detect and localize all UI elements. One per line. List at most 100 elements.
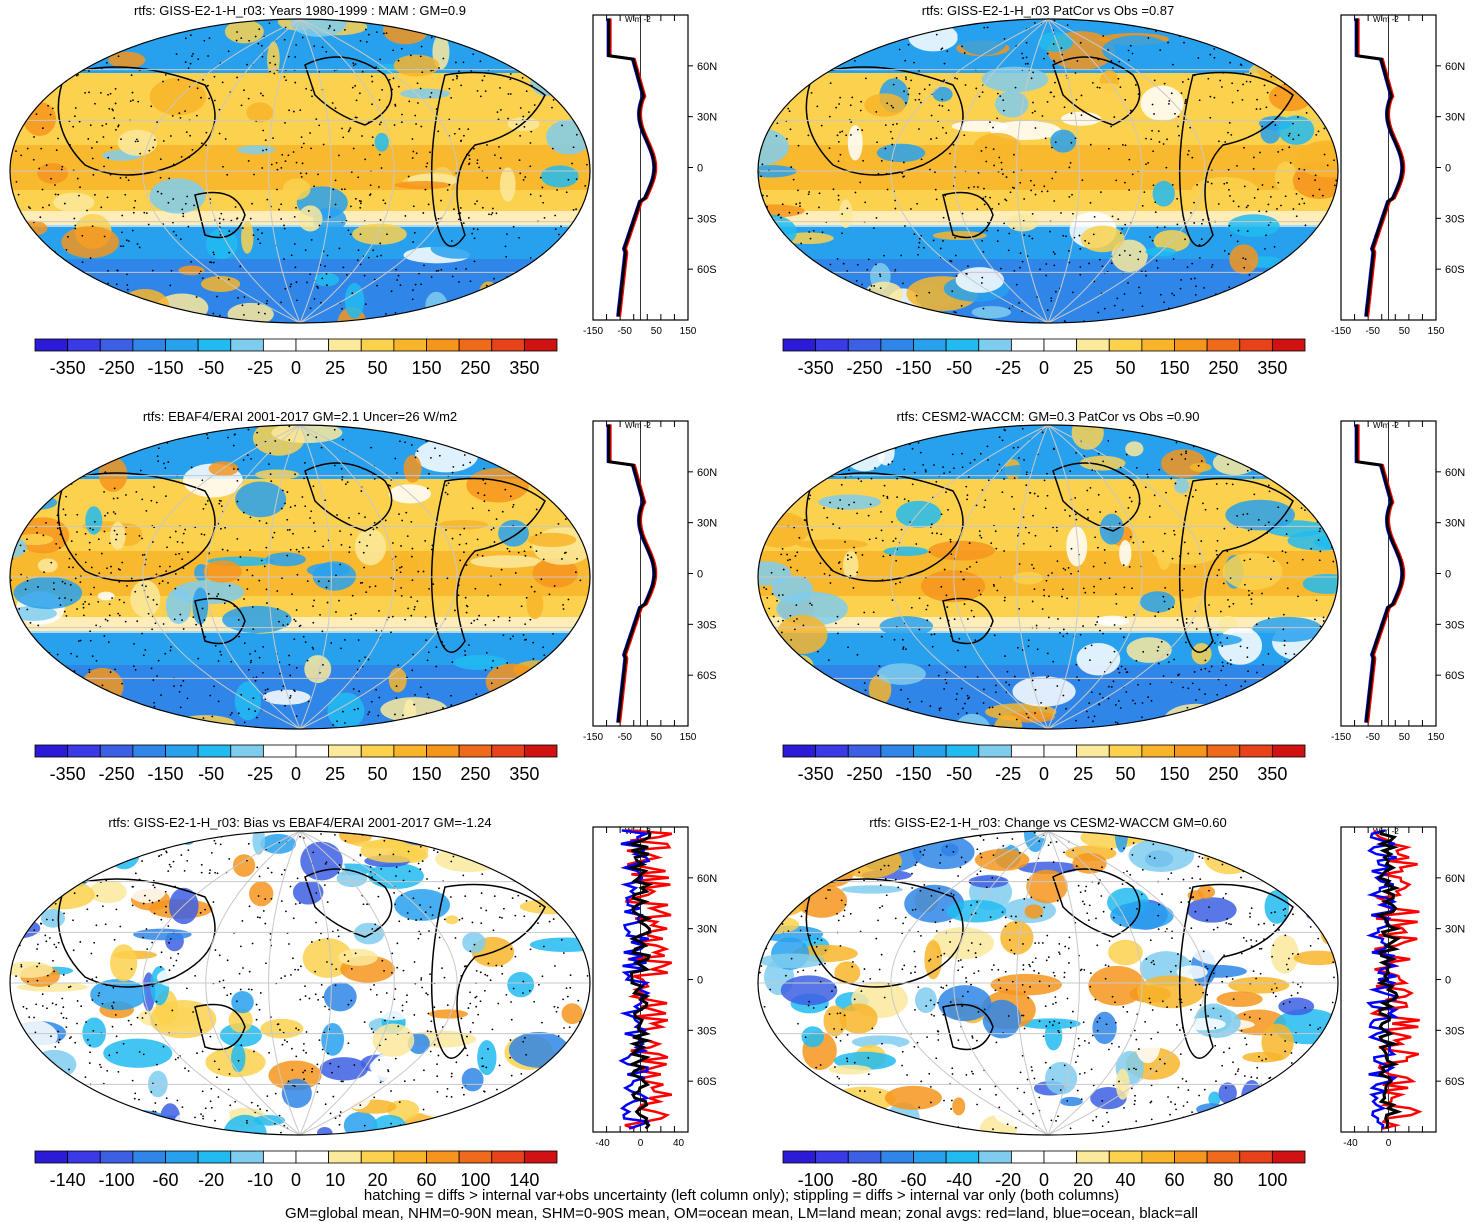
colorbar-label: -50 [946,358,972,378]
colorbar-label: 350 [1257,764,1287,784]
footer-note-2: GM=global mean, NHM=0-90N mean, SHM=0-90… [0,1205,1483,1222]
colorbar-swatch [1142,745,1175,757]
latitude-label: 30S [1445,1025,1465,1037]
latitude-label: 30S [1445,619,1465,631]
colorbar-swatch [166,1151,199,1163]
colorbar-label: -350 [50,358,86,378]
colorbar-swatch [427,745,460,757]
colorbar-swatch [1109,1151,1142,1163]
colorbar-swatch [394,339,427,351]
colorbar-label: 250 [460,764,490,784]
latitude-label: 60S [697,1076,717,1088]
colorbar-swatch [394,745,427,757]
colorbar-swatch [166,745,199,757]
colorbar-label: 0 [1039,358,1049,378]
colorbar-label: -350 [50,764,86,784]
colorbar-swatch [459,339,492,351]
latitude-label: 30N [1445,924,1465,936]
colorbar-swatch [35,339,68,351]
zonal-tick-label: 0 [1386,1138,1392,1149]
colorbar-swatch [914,1151,947,1163]
colorbar-swatch [459,1151,492,1163]
colorbar-swatch [1044,1151,1077,1163]
colorbar-swatch [881,1151,914,1163]
colorbar-swatch [1109,745,1142,757]
zonal-tick-label: 50 [1399,732,1411,743]
global-map [5,421,595,731]
units-label: W m -2 [1373,421,1399,430]
latitude-label: 30S [697,619,717,631]
colorbar-label: 25 [1073,358,1093,378]
latitude-label: 30N [1445,112,1465,124]
latitude-label: 0 [1445,975,1451,987]
colorbar-swatch [783,745,816,757]
zonal-tick-label: -50 [617,732,632,743]
colorbar-swatch [68,745,101,757]
colorbar-swatch [1175,745,1208,757]
units-label: W m -2 [625,421,651,430]
latitude-label: 30N [697,112,717,124]
colorbar-swatch [166,339,199,351]
zonal-tick-label: 150 [1428,732,1445,743]
latitude-label: 60N [1445,467,1465,479]
colorbar-label: -350 [798,764,834,784]
latitude-label: 60N [1445,873,1465,885]
colorbar-swatch [946,1151,979,1163]
colorbar-label: -150 [147,764,183,784]
global-map [753,421,1343,731]
colorbar-label: 250 [460,358,490,378]
colorbar-label: 50 [368,358,388,378]
zonal-tick-label: -50 [1365,732,1380,743]
global-map [5,827,595,1137]
global-map [753,827,1343,1137]
colorbar-label: -25 [995,358,1021,378]
colorbar-swatch [1207,339,1240,351]
colorbar-label: 350 [509,358,539,378]
colorbar-label: -50 [198,764,224,784]
colorbar-label: -150 [895,764,931,784]
colorbar-swatch [263,339,296,351]
latitude-label: 60N [697,467,717,479]
colorbar-swatch [133,745,166,757]
colorbar-swatch [231,745,264,757]
colorbar-swatch [783,339,816,351]
colorbar-swatch [1044,339,1077,351]
zonal-tick-label: -50 [1365,326,1380,337]
latitude-label: 60S [1445,670,1465,682]
colorbar-swatch [1142,339,1175,351]
colorbar-swatch [100,745,133,757]
latitude-label: 60S [1445,264,1465,276]
colorbar-swatch [492,339,525,351]
colorbar-swatch [100,1151,133,1163]
colorbar-label: -150 [147,358,183,378]
colorbar-label: 0 [291,764,301,784]
colorbar-label: 50 [1116,358,1136,378]
panel-2: rtfs: GISS-E2-1-H_r03 PatCor vs Obs =0.8… [748,0,1483,400]
colorbar-swatch [231,1151,264,1163]
latitude-label: 30N [697,924,717,936]
colorbar-label: 350 [1257,358,1287,378]
colorbar-label: 50 [368,764,388,784]
colorbar-swatch [881,745,914,757]
colorbar-swatch [914,339,947,351]
colorbar-swatch [492,1151,525,1163]
colorbar-swatch [1207,1151,1240,1163]
colorbar-swatch [1272,339,1305,351]
zonal-tick-label: 50 [651,732,663,743]
latitude-label: 0 [697,163,703,175]
colorbar-label: 0 [1039,764,1049,784]
latitude-label: 0 [1445,163,1451,175]
global-map [753,15,1343,325]
colorbar-swatch [68,339,101,351]
latitude-label: 60S [1445,1076,1465,1088]
colorbar-swatch [35,745,68,757]
colorbar-swatch [848,745,881,757]
zonal-tick-label: -40 [1343,1138,1358,1149]
colorbar-label: -25 [247,764,273,784]
latitude-label: 60S [697,264,717,276]
colorbar-swatch [198,1151,231,1163]
